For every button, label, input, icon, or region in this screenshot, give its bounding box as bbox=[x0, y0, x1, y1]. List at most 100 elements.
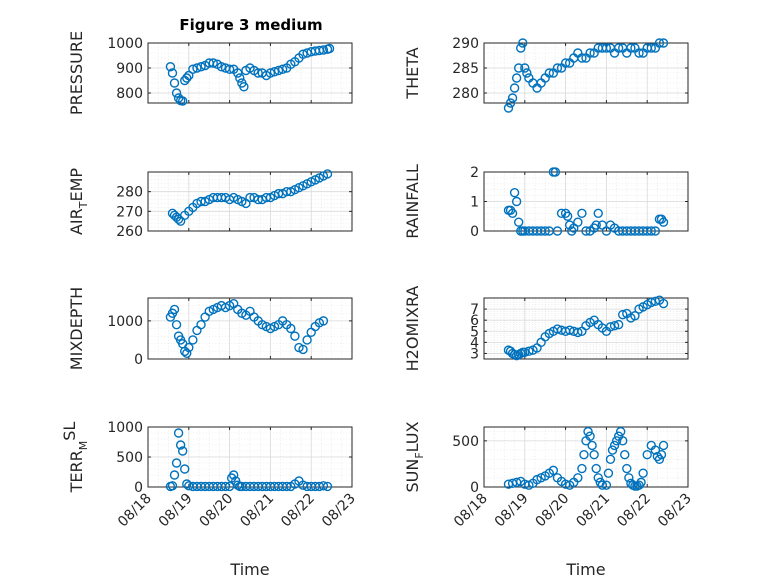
data-point bbox=[507, 93, 518, 103]
data-point bbox=[322, 481, 333, 492]
data-point bbox=[603, 468, 614, 478]
data-point bbox=[650, 445, 661, 455]
y-tick-label: 1000 bbox=[107, 420, 143, 436]
data-point bbox=[518, 38, 528, 48]
data-point bbox=[585, 48, 595, 58]
data-point bbox=[550, 167, 561, 177]
ylabel-6: H2OMIXRA bbox=[403, 286, 422, 372]
data-point bbox=[286, 323, 296, 334]
data-point bbox=[182, 73, 192, 83]
data-point bbox=[636, 477, 646, 488]
ylabel-1: PRESSURE bbox=[67, 31, 86, 115]
x-axis-label: Time bbox=[229, 560, 269, 579]
axes-box bbox=[147, 171, 353, 232]
ylabel-5: MIXDEPTH bbox=[67, 287, 86, 370]
data-point bbox=[622, 463, 632, 474]
data-point bbox=[609, 321, 620, 331]
x-tick-label: 08/21 bbox=[573, 491, 613, 531]
data-point bbox=[656, 449, 667, 460]
x-tick-label: 08/22 bbox=[614, 491, 654, 531]
data-point bbox=[171, 458, 182, 468]
data-point bbox=[589, 449, 599, 460]
data-point bbox=[282, 481, 292, 492]
data-point bbox=[646, 297, 656, 308]
data-point bbox=[642, 449, 652, 460]
y-tick-label: 7 bbox=[470, 302, 479, 318]
subplot-4: 0 1 2 RAINFALL bbox=[403, 164, 689, 240]
y-tick-label: 800 bbox=[116, 86, 143, 102]
ylabel-8: SUNFLUX bbox=[403, 421, 426, 492]
data-point bbox=[192, 325, 202, 336]
y-tick-label: 5 bbox=[470, 324, 479, 340]
data-point bbox=[253, 68, 263, 78]
data-point bbox=[175, 440, 186, 450]
x-tick-label: 08/22 bbox=[278, 491, 318, 531]
data-point bbox=[626, 43, 636, 53]
x-tick-label: 08/18 bbox=[115, 491, 155, 531]
y-tick-label: 0 bbox=[134, 480, 143, 496]
data-point bbox=[273, 65, 284, 76]
data-point bbox=[511, 73, 522, 83]
y-tick-label: 270 bbox=[116, 204, 143, 220]
data-point bbox=[507, 208, 518, 219]
axes-box bbox=[147, 297, 353, 360]
axes-box bbox=[483, 42, 689, 104]
data-point bbox=[324, 43, 335, 54]
data-point bbox=[577, 208, 587, 219]
data-point bbox=[169, 78, 180, 88]
data-point bbox=[167, 481, 178, 491]
data-point bbox=[646, 43, 656, 53]
data-point bbox=[573, 217, 583, 227]
y-tick-label: 0 bbox=[470, 480, 479, 496]
x-tick-label: 08/18 bbox=[451, 491, 491, 531]
data-point bbox=[165, 62, 176, 72]
data-point bbox=[646, 226, 656, 236]
data-point bbox=[188, 335, 198, 345]
subplot-5: 0 1000 MIXDEPTH bbox=[67, 287, 353, 370]
data-point bbox=[579, 449, 589, 460]
data-point bbox=[560, 58, 571, 68]
data-point bbox=[318, 316, 329, 326]
data-point bbox=[624, 473, 634, 483]
data-point bbox=[634, 48, 644, 58]
data-point bbox=[611, 436, 622, 446]
data-point bbox=[173, 428, 184, 438]
x-axis-label: Time bbox=[565, 560, 605, 579]
data-point bbox=[620, 449, 630, 460]
data-point bbox=[184, 342, 194, 353]
x-tick-label: 08/19 bbox=[492, 491, 532, 531]
data-point bbox=[613, 319, 624, 330]
data-point bbox=[613, 43, 624, 53]
data-point bbox=[548, 465, 559, 476]
data-point bbox=[513, 63, 524, 73]
data-point bbox=[587, 440, 597, 451]
x-tick-label: 08/20 bbox=[533, 491, 573, 531]
data-point bbox=[520, 63, 530, 73]
y-tick-label: 280 bbox=[116, 185, 143, 201]
data-point bbox=[609, 440, 620, 451]
subplot-7: 0 500 1000 08/18 08/19 08/20 08/21 08/22 08/23 Ti… bbox=[60, 420, 359, 579]
y-tick-label: 260 bbox=[116, 224, 143, 240]
ylabel-3: AIRTEMP bbox=[67, 168, 90, 235]
y-tick-label: 500 bbox=[116, 450, 143, 466]
data-point bbox=[524, 346, 534, 356]
axes-box bbox=[483, 297, 689, 360]
data-point bbox=[265, 68, 276, 78]
data-point bbox=[573, 327, 583, 338]
subplot-3: 260 270 280 AIRTEMP bbox=[67, 168, 353, 240]
data-point bbox=[593, 473, 603, 483]
y-tick-label: 285 bbox=[452, 61, 479, 77]
axes-box bbox=[483, 426, 689, 488]
data-point bbox=[503, 103, 514, 113]
data-point bbox=[220, 481, 231, 492]
data-point bbox=[564, 325, 575, 335]
data-point bbox=[509, 83, 520, 93]
data-point bbox=[167, 68, 178, 78]
data-point bbox=[298, 344, 308, 355]
data-point bbox=[522, 68, 532, 78]
data-point bbox=[650, 296, 661, 307]
x-tick-label: 08/20 bbox=[197, 491, 237, 531]
data-point bbox=[552, 324, 563, 334]
data-point bbox=[516, 43, 526, 53]
